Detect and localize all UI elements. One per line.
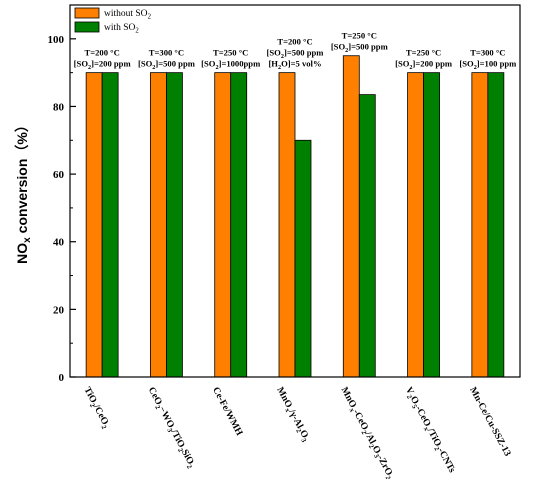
bars-layer: [85, 55, 505, 378]
bar-without-so2: [214, 72, 232, 378]
y-tick-label: 100: [48, 34, 65, 46]
x-axis-labels: TiO2/CeO2 CeO2−WO3/TiO2SiO2 Ce-Fe/WMH MnOx/…: [80, 385, 513, 479]
bar-with-so2: [101, 72, 119, 378]
bar-with-so2: [487, 72, 505, 378]
bar-without-so2: [407, 72, 424, 378]
bar-without-so2: [150, 72, 167, 378]
bar-with-so2: [358, 94, 376, 378]
condition-label: T=300 °C: [470, 48, 505, 58]
y-axis: 0 20 40 60 80 100 NOx conversion（%）: [14, 34, 76, 384]
legend: without SO2 with SO2: [74, 7, 152, 35]
y-axis-title: NOx conversion（%）: [14, 118, 33, 264]
category-label: Mn-Ce/Cu-SSZ-13: [467, 385, 513, 458]
condition-label: T=200 °C: [84, 48, 119, 58]
bar-without-so2: [278, 72, 296, 378]
condition-label: T=300 °C: [149, 48, 184, 58]
condition-label: T=200 °C: [277, 37, 312, 47]
category-label: V2O5-CeOx/TiO2-CNTs: [402, 385, 458, 475]
condition-label: [SO2]=500 ppm: [138, 59, 196, 72]
condition-label: [SO2]=500 ppm: [267, 48, 325, 61]
category-label: CeO2−WO3/TiO2SiO2: [144, 385, 197, 470]
bar-with-so2: [166, 72, 183, 378]
condition-label: T=250 °C: [406, 48, 441, 58]
legend-swatch: [74, 7, 100, 19]
category-label: MnOx/γ-Al2O3: [273, 385, 312, 444]
bar-without-so2: [342, 55, 360, 378]
bar-without-so2: [85, 72, 103, 378]
condition-label: [SO2]=1000ppm: [201, 59, 261, 72]
legend-label: without SO2: [104, 9, 152, 21]
y-tick-label: 40: [53, 237, 65, 249]
y-tick-label: 80: [53, 101, 65, 113]
legend-swatch: [74, 21, 100, 33]
bar-with-so2: [423, 72, 440, 378]
bar-with-so2: [294, 139, 312, 378]
category-label: Ce-Fe/WMH: [210, 385, 245, 438]
category-label: MnOx-CeO2/Al2O3-ZrO2: [337, 385, 396, 479]
y-tick-label: 60: [53, 169, 65, 181]
condition-label: [SO2]=200 ppm: [395, 59, 453, 72]
plot-frame: [69, 4, 521, 378]
condition-label: T=250 °C: [213, 48, 248, 58]
legend-label: with SO2: [104, 23, 139, 35]
y-tick-label: 0: [59, 372, 65, 384]
category-label: TiO2/CeO2: [80, 385, 112, 431]
condition-label: [SO2]=200 ppm: [74, 59, 132, 72]
bar-without-so2: [471, 72, 489, 378]
bar-with-so2: [230, 72, 248, 378]
condition-label: [SO2]=100 ppm: [459, 59, 517, 72]
condition-label: [H2O]=5 vol%: [268, 59, 321, 72]
y-tick-label: 20: [53, 304, 65, 316]
condition-label: T=250 °C: [342, 31, 377, 41]
condition-label: [SO2]=500 ppm: [331, 42, 389, 55]
